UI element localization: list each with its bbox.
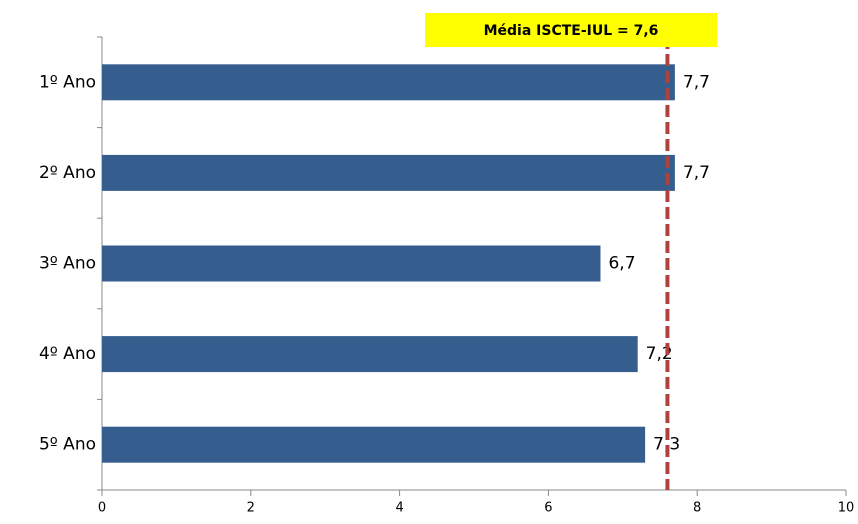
y-tick-label: 5º Ano [39, 435, 96, 455]
y-tick-label: 4º Ano [39, 344, 96, 364]
bar [102, 245, 601, 282]
value-label: 6,7 [608, 254, 635, 274]
annotation-box [425, 13, 717, 47]
bar [102, 64, 675, 101]
x-tick-label: 8 [693, 501, 701, 516]
annotation: Média ISCTE-IUL = 7,6 [484, 23, 659, 39]
x-tick-label: 6 [544, 501, 552, 516]
bar [102, 426, 646, 463]
y-tick-label: 1º Ano [39, 72, 96, 92]
y-tick-label: 3º Ano [39, 254, 96, 274]
x-tick-label: 0 [98, 501, 106, 516]
value-label: 7,3 [653, 435, 680, 455]
value-label: 7,7 [683, 72, 710, 92]
bar [102, 336, 638, 373]
x-tick-label: 10 [838, 501, 855, 516]
x-tick-label: 2 [247, 501, 255, 516]
y-tick-label: 2º Ano [39, 163, 96, 183]
bar [102, 154, 675, 191]
x-tick-label: 4 [395, 501, 403, 516]
value-label: 7,7 [683, 163, 710, 183]
